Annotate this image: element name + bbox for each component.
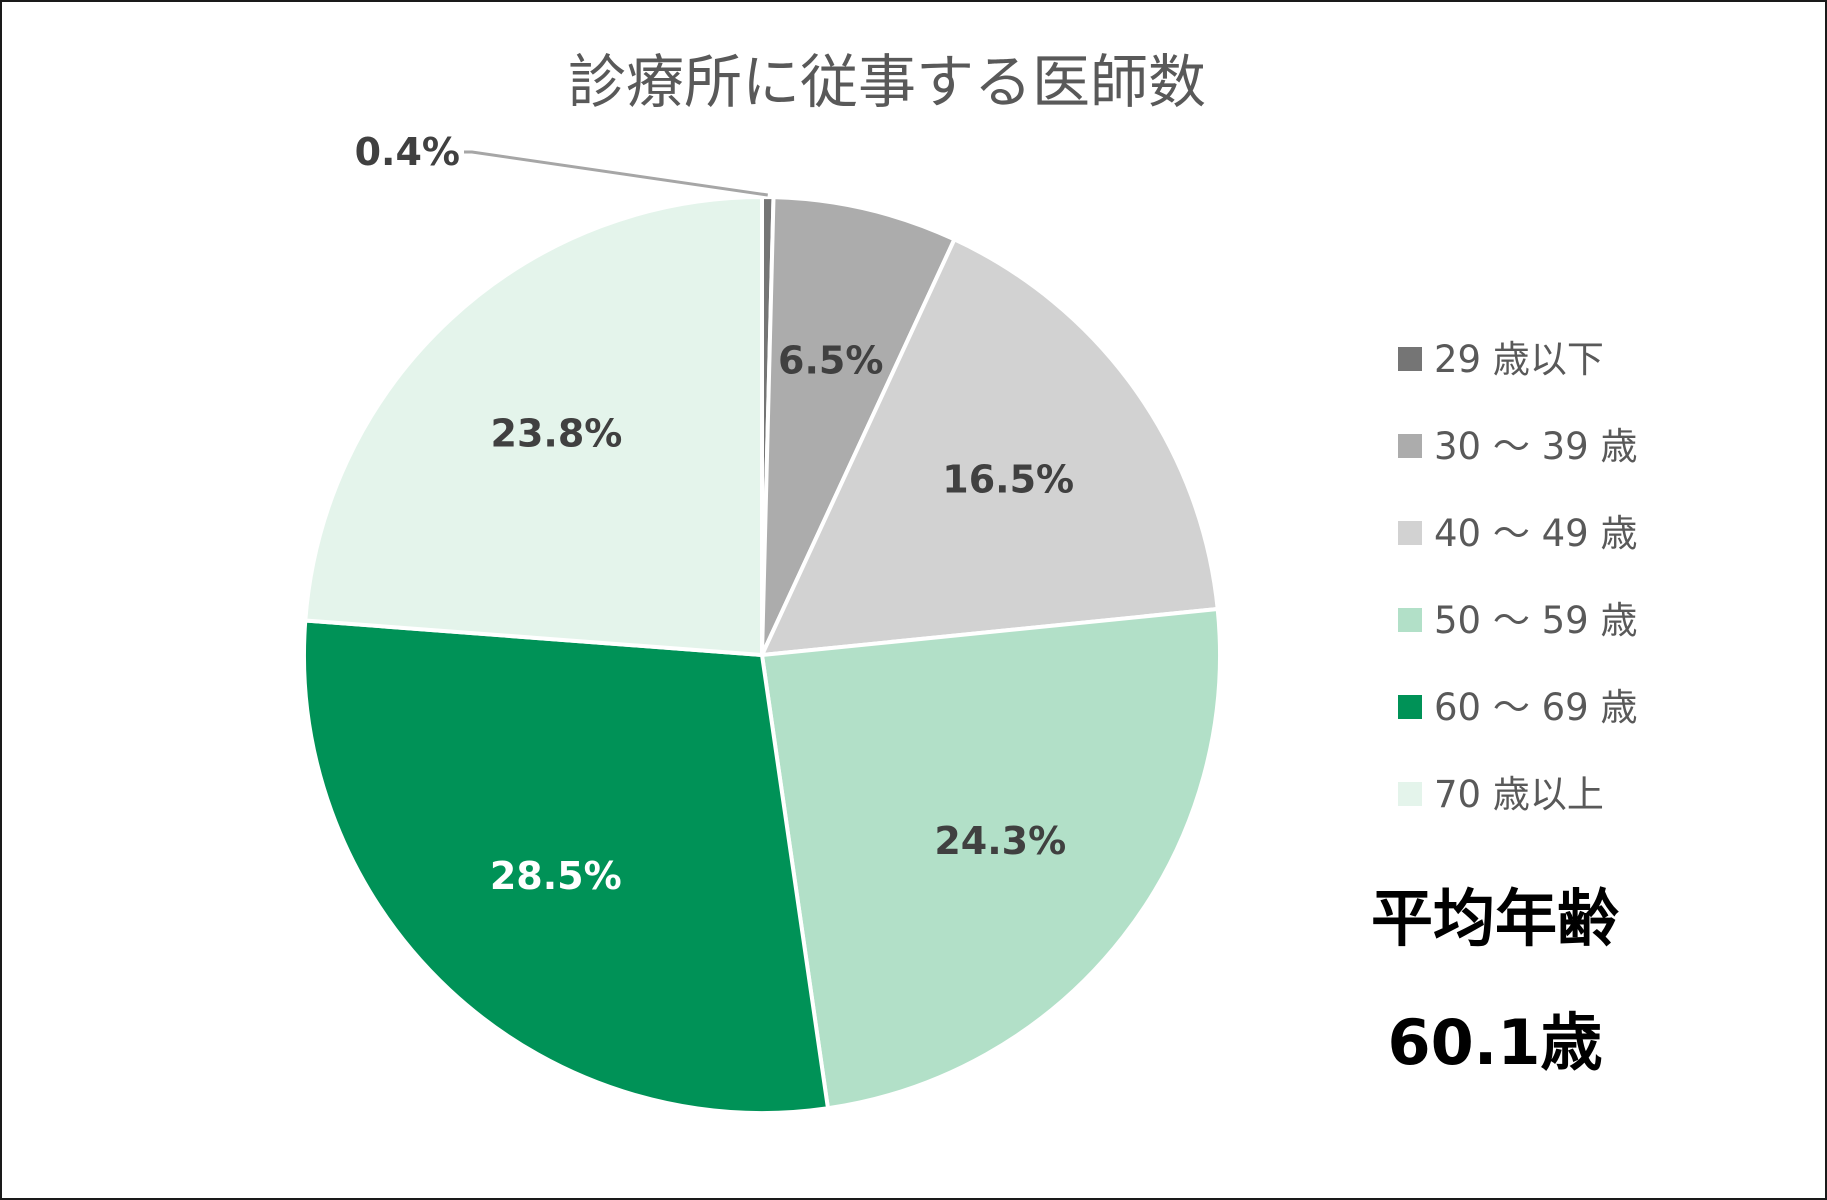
legend-swatch-age-50-59	[1398, 608, 1422, 632]
pie-slice-age-70-over	[303, 195, 764, 657]
data-label-age-60-69: 28.5%	[490, 854, 622, 898]
legend-label-age-70-over: 70 歳以上	[1434, 773, 1604, 816]
pie-slice-age-30-39	[760, 195, 957, 657]
legend-label-age-50-59: 50 ～ 59 歳	[1434, 599, 1637, 642]
legend-label-age-60-69: 60 ～ 69 歳	[1434, 686, 1637, 729]
pie-slice-age-60-69	[302, 618, 830, 1115]
legend-label-age-40-49: 40 ～ 49 歳	[1434, 512, 1637, 555]
data-label-age-29-under: 0.4%	[355, 130, 460, 174]
pie-slice-age-50-59	[760, 607, 1222, 1111]
data-label-age-30-39: 6.5%	[778, 339, 883, 383]
data-label-age-70-over: 23.8%	[491, 411, 623, 455]
legend-label-age-30-39: 30 ～ 39 歳	[1434, 425, 1637, 468]
data-label-age-50-59: 24.3%	[934, 819, 1066, 863]
legend-swatch-age-29-under	[1398, 347, 1422, 371]
average-age-value: 60.1歳	[1388, 1006, 1603, 1079]
chart-title: 診療所に従事する医師数	[568, 48, 1206, 116]
legend-swatch-age-30-39	[1398, 434, 1422, 458]
pie-labels: 0.4% 6.5% 16.5% 24.3% 28.5% 23.8%	[355, 130, 1075, 898]
leader-line-age-29-under	[464, 150, 768, 197]
legend-swatch-age-40-49	[1398, 521, 1422, 545]
legend-swatch-age-70-over	[1398, 782, 1422, 806]
legend: 29 歳以下 30 ～ 39 歳 40 ～ 49 歳 50 ～ 59 歳 60 ～ 69…	[1398, 338, 1637, 816]
average-age-heading: 平均年齢	[1371, 882, 1619, 955]
legend-swatch-age-60-69	[1398, 695, 1422, 719]
data-label-age-40-49: 16.5%	[942, 458, 1074, 502]
legend-label-age-29-under: 29 歳以下	[1434, 338, 1604, 381]
pie-slice-age-40-49	[760, 237, 1220, 657]
pie-slices	[302, 195, 1222, 1115]
